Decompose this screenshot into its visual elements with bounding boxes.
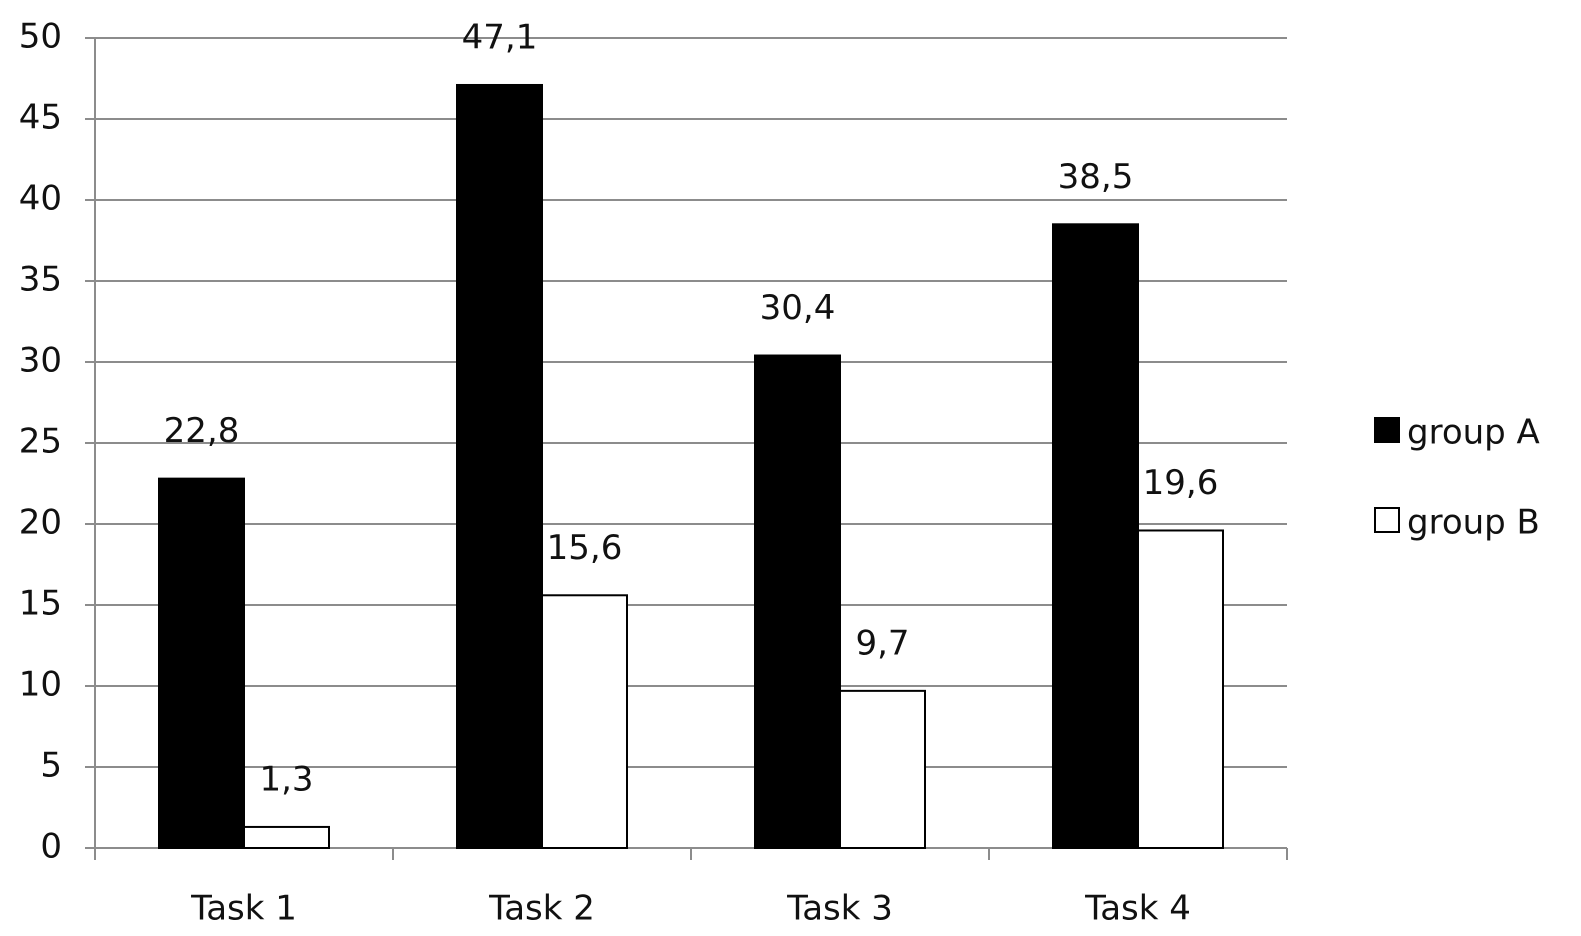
bar	[541, 594, 628, 850]
bar	[243, 825, 330, 850]
bar	[754, 354, 841, 849]
value-label: 1,3	[259, 759, 313, 799]
value-label: 47,1	[462, 17, 538, 57]
y-tick-label: 15	[19, 584, 62, 624]
y-tick-label: 50	[19, 17, 62, 57]
bar	[839, 689, 926, 849]
y-tick-label: 5	[40, 746, 62, 786]
y-tick-label: 40	[19, 179, 62, 219]
x-tick-label: Task 2	[488, 889, 595, 929]
y-tick-label: 35	[19, 260, 62, 300]
x-tick-label: Task 4	[1084, 889, 1191, 929]
legend-label: group B	[1407, 503, 1540, 543]
value-label: 22,8	[164, 411, 240, 451]
bar	[158, 477, 245, 849]
y-tick-label: 30	[19, 341, 62, 381]
bar	[456, 83, 543, 850]
x-tick-label: Task 3	[786, 889, 893, 929]
legend-label: group A	[1407, 413, 1540, 453]
value-label: 30,4	[760, 288, 836, 328]
y-tick-label: 25	[19, 422, 62, 462]
y-tick-label: 45	[19, 98, 62, 138]
value-label: 19,6	[1143, 463, 1219, 503]
bar	[1137, 529, 1224, 849]
y-tick-label: 0	[40, 827, 62, 867]
value-label: 15,6	[547, 528, 623, 568]
y-tick-label: 20	[19, 503, 62, 543]
value-label: 9,7	[855, 623, 909, 663]
y-tick-label: 10	[19, 665, 62, 705]
value-label: 38,5	[1058, 157, 1134, 197]
x-tick-label: Task 1	[190, 889, 297, 929]
bar	[1052, 223, 1139, 850]
legend-swatch	[1374, 507, 1400, 533]
legend-swatch	[1374, 417, 1400, 443]
